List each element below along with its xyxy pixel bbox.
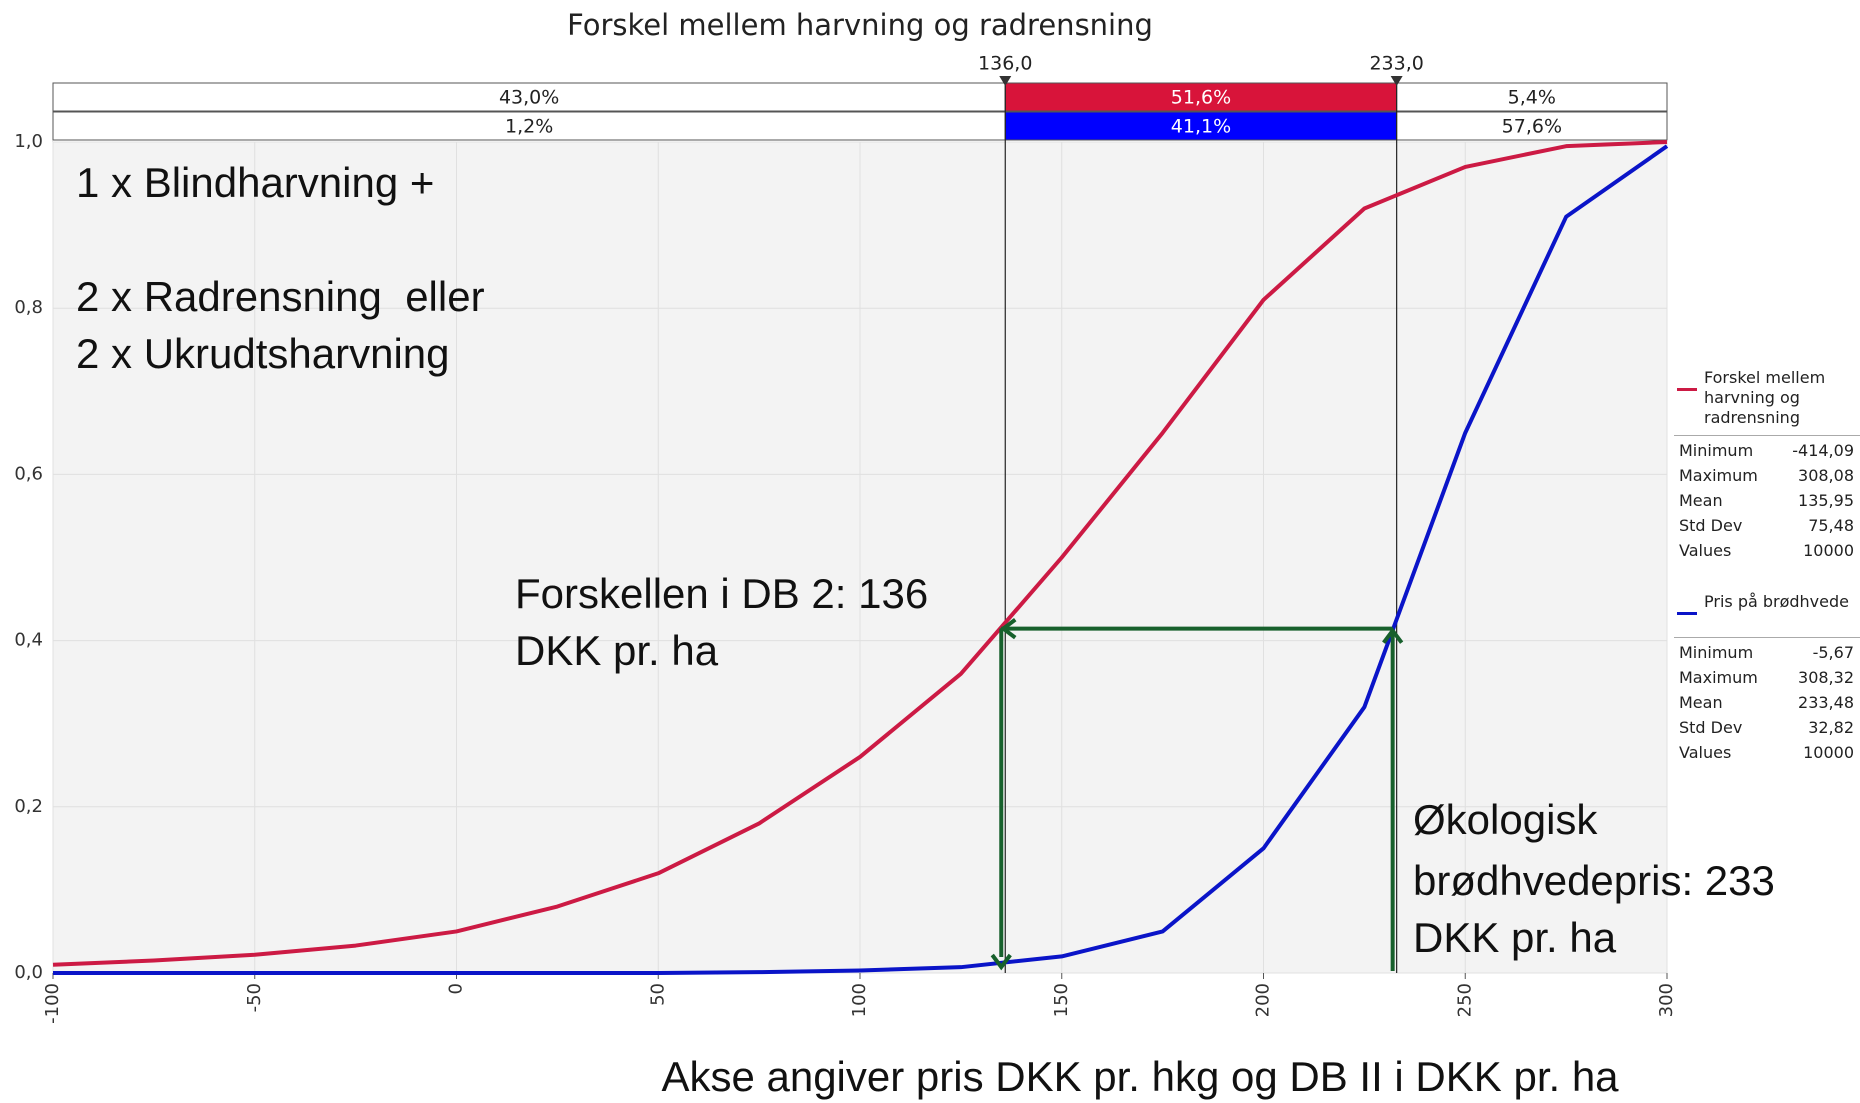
arrowhead (990, 953, 1012, 971)
annotation: Økologisk (1413, 796, 1598, 843)
x-tick-label: 100 (849, 983, 870, 1017)
annotation: brødhvedepris: 233 (1413, 857, 1775, 904)
stat-value: 308,08 (1798, 466, 1854, 485)
annotation: 2 x Ukrudtsharvning (76, 330, 450, 377)
legend-label: Forskel mellem harvning og radrensning (1704, 368, 1826, 427)
stat-name: Mean (1679, 693, 1723, 712)
y-tick-label: 0,8 (14, 297, 43, 318)
annotation: 1 x Blindharvning + (76, 159, 434, 206)
band-segment (52, 82, 1006, 112)
series-line (52, 140, 1668, 967)
annotation: DKK pr. ha (1413, 914, 1617, 961)
stat-value: 308,32 (1798, 668, 1854, 687)
stat-name: Mean (1679, 491, 1723, 510)
band-segment (1396, 82, 1668, 112)
band-label: 51,6% (1171, 87, 1231, 109)
x-tick-label: -100 (42, 983, 63, 1024)
stat-name: Std Dev (1679, 516, 1743, 535)
y-tick-label: 0,4 (14, 630, 43, 651)
stat-name: Maximum (1679, 668, 1758, 687)
band-label: 41,1% (1171, 116, 1231, 138)
stat-name: Std Dev (1679, 718, 1743, 737)
stat-value: 10000 (1803, 743, 1854, 762)
series-line (53, 144, 1669, 975)
band-label: 5,4% (1508, 87, 1556, 109)
stat-value: -414,09 (1792, 441, 1854, 460)
stat-value: -5,67 (1812, 643, 1854, 662)
stat-value: 75,48 (1808, 516, 1854, 535)
stat-name: Values (1679, 541, 1732, 560)
stat-name: Values (1679, 743, 1732, 762)
band-segment (1004, 82, 1398, 112)
band-label: 57,6% (1502, 116, 1562, 138)
stat-name: Minimum (1679, 441, 1754, 460)
legend-label: Pris på brødhvede (1704, 592, 1849, 611)
stat-name: Maximum (1679, 466, 1758, 485)
delimiter-marker (999, 76, 1012, 86)
x-tick-label: 250 (1454, 983, 1475, 1017)
y-tick-label: 0,2 (14, 796, 43, 817)
stat-name: Minimum (1679, 643, 1754, 662)
band-segment (1004, 111, 1398, 141)
band-segment (1396, 111, 1668, 141)
x-tick-label: 50 (647, 983, 668, 1006)
band-label: 1,2% (505, 116, 553, 138)
legend-separator (1674, 435, 1860, 436)
y-tick-label: 1,0 (14, 131, 43, 152)
annotation: 2 x Radrensning eller (76, 273, 485, 320)
delimiter-label: 136,0 (978, 53, 1032, 75)
legend-swatch (1677, 388, 1697, 391)
stat-value: 233,48 (1798, 693, 1854, 712)
x-axis-label: Akse angiver pris DKK pr. hkg og DB II i… (661, 1053, 1619, 1100)
stat-value: 32,82 (1808, 718, 1854, 737)
x-tick-label: -50 (244, 983, 265, 1012)
annotation: Forskellen i DB 2: 136 (515, 570, 928, 617)
y-tick-label: 0,0 (14, 962, 43, 983)
x-tick-label: 300 (1656, 983, 1677, 1017)
delimiter-label: 233,0 (1369, 53, 1423, 75)
x-tick-label: 150 (1051, 983, 1072, 1017)
x-tick-label: 0 (446, 983, 467, 994)
legend-separator (1674, 637, 1860, 638)
stat-value: 135,95 (1798, 491, 1854, 510)
chart-title: Forskel mellem harvning og radrensning (567, 8, 1153, 42)
delimiter-marker (1390, 76, 1403, 86)
arrowhead (1382, 627, 1404, 644)
annotation: DKK pr. ha (515, 627, 719, 674)
x-tick-label: 200 (1253, 983, 1274, 1017)
stat-value: 10000 (1803, 541, 1854, 560)
legend-swatch (1677, 612, 1697, 615)
y-tick-label: 0,6 (14, 463, 43, 484)
band-label: 43,0% (499, 87, 559, 109)
arrowhead (999, 618, 1017, 640)
